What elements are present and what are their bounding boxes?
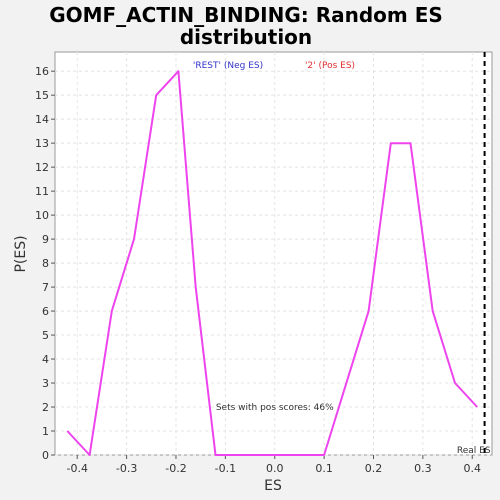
x-tick-label: -0.3: [116, 462, 137, 475]
y-tick-label: 12: [35, 161, 49, 174]
x-tick-label: 0.4: [463, 462, 481, 475]
y-tick-label: 4: [42, 353, 49, 366]
legend-pos-es: '2' (Pos ES): [305, 61, 355, 71]
y-tick-label: 6: [42, 305, 49, 318]
y-tick-label: 3: [42, 377, 49, 390]
x-tick-label: 0.0: [266, 462, 284, 475]
es-distribution-line: [66, 70, 478, 456]
x-tick-label: -0.2: [165, 462, 186, 475]
legend-neg-es: 'REST' (Neg ES): [193, 61, 263, 71]
real-es-label: Real ES: [457, 446, 491, 456]
x-tick-label: 0.2: [365, 462, 383, 475]
y-tick-label: 9: [42, 233, 49, 246]
y-tick-label: 5: [42, 329, 49, 342]
y-tick-label: 11: [35, 185, 49, 198]
pos-score-annotation: Sets with pos scores: 46%: [216, 403, 334, 413]
y-tick-label: 10: [35, 209, 49, 222]
chart-title-line2: distribution: [180, 25, 312, 49]
y-axis-label: P(ES): [13, 235, 29, 272]
y-tick-label: 2: [42, 401, 49, 414]
plot-area: [54, 51, 493, 456]
x-tick-label: 0.1: [315, 462, 333, 475]
y-tick-label: 15: [35, 89, 49, 102]
x-tick-label: 0.3: [414, 462, 432, 475]
y-tick-label: 7: [42, 281, 49, 294]
y-tick-label: 1: [42, 425, 49, 438]
chart-title-line1: GOMF_ACTIN_BINDING: Random ES: [49, 3, 443, 27]
y-tick-label: 14: [35, 113, 49, 126]
y-tick-label: 8: [42, 257, 49, 270]
x-axis-label: ES: [264, 478, 282, 494]
y-tick-label: 16: [35, 65, 49, 78]
x-tick-label: -0.4: [66, 462, 87, 475]
series-layer: [66, 70, 478, 456]
x-tick-label: -0.1: [215, 462, 236, 475]
grid: [55, 52, 492, 456]
y-tick-label: 0: [42, 449, 49, 462]
y-tick-label: 13: [35, 137, 49, 150]
